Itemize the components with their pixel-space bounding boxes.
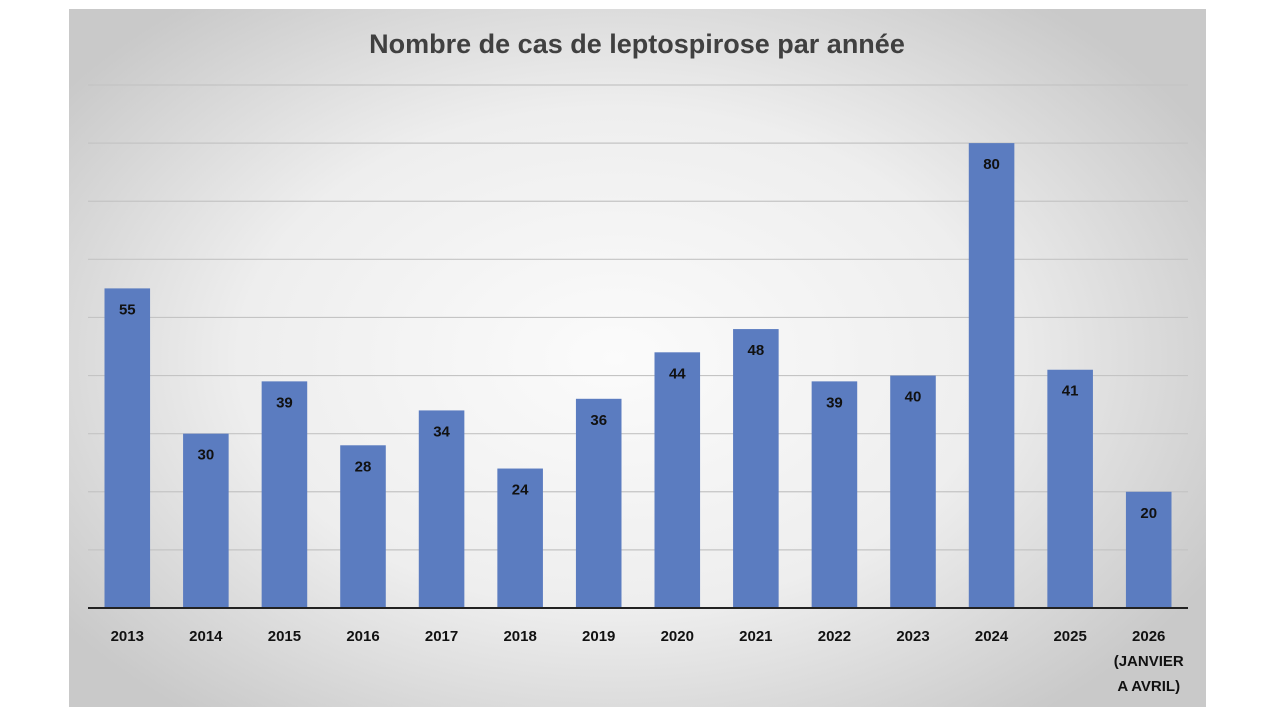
data-label: 28	[355, 458, 372, 475]
data-label: 36	[590, 412, 607, 429]
x-tick-label: 2025	[1053, 628, 1086, 645]
bar	[575, 398, 622, 608]
bar	[1125, 491, 1172, 608]
x-tick-label: A AVRIL)	[1117, 678, 1180, 695]
data-label: 80	[983, 156, 1000, 173]
x-tick-label: 2013	[111, 628, 144, 645]
bar	[811, 381, 858, 608]
chart-panel	[69, 9, 1206, 707]
data-label: 44	[669, 365, 686, 382]
bar	[890, 375, 936, 608]
x-tick-label: 2017	[425, 628, 458, 645]
bar	[183, 433, 229, 608]
x-tick-label: (JANVIER	[1114, 653, 1184, 670]
gridlines	[88, 84, 1188, 551]
x-axis: 2013 2014 2015 2016 2017 2018 2019 2020 2021 2022…	[88, 607, 1188, 695]
bar	[261, 381, 308, 608]
data-label: 24	[512, 482, 529, 499]
bar	[340, 445, 386, 608]
data-label: 39	[276, 394, 293, 411]
data-label: 20	[1140, 505, 1157, 522]
x-tick-label: 2026	[1132, 628, 1165, 645]
data-label: 48	[748, 342, 765, 359]
bar	[418, 410, 465, 608]
x-tick-label: 2020	[661, 628, 694, 645]
bar	[104, 288, 151, 608]
x-tick-label: 2024	[975, 628, 1009, 645]
bar	[968, 143, 1015, 608]
x-tick-label: 2021	[739, 628, 772, 645]
data-label: 41	[1062, 383, 1079, 400]
x-tick-label: 2018	[503, 628, 536, 645]
bar	[733, 329, 779, 608]
x-tick-label: 2023	[896, 628, 929, 645]
bar	[1047, 369, 1093, 608]
x-tick-label: 2022	[818, 628, 851, 645]
chart-title: Nombre de cas de leptospirose par année	[369, 29, 905, 59]
data-label: 34	[433, 423, 450, 440]
bars	[104, 143, 1172, 608]
x-tick-label: 2014	[189, 628, 223, 645]
data-label: 30	[198, 447, 215, 464]
bar	[497, 468, 543, 608]
data-label: 55	[119, 301, 136, 318]
x-tick-label: 2015	[268, 628, 301, 645]
bar	[654, 352, 701, 608]
data-label: 40	[905, 389, 922, 406]
data-label: 39	[826, 394, 843, 411]
x-tick-label: 2016	[346, 628, 379, 645]
data-labels: 55 30 39 28 34 24 36 44 48 39 40 80 41 20	[119, 156, 1157, 522]
x-tick-label: 2019	[582, 628, 615, 645]
